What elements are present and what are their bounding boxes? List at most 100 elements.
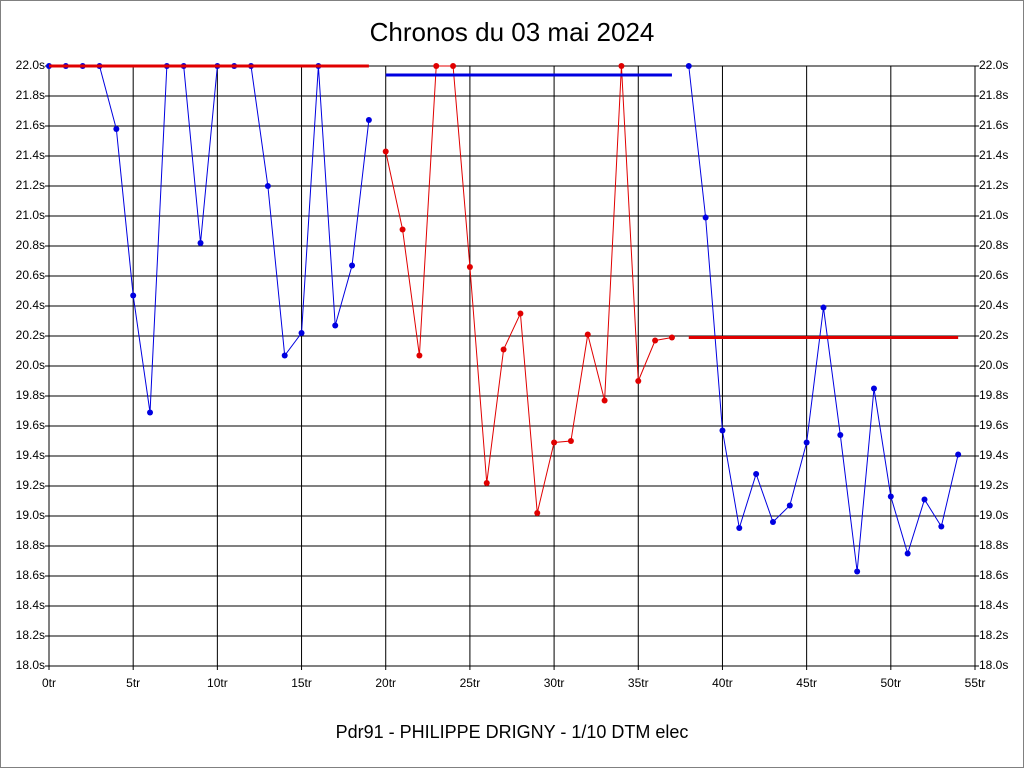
x-tick-label: 55tr (965, 676, 986, 690)
data-point (500, 346, 507, 353)
y-tick-label: 18.8s (16, 538, 45, 552)
y-tick-label: 19.0s (16, 508, 45, 522)
y-tick-label: 21.2s (16, 178, 45, 192)
data-point (938, 523, 945, 530)
data-point (668, 334, 675, 341)
data-point (264, 183, 271, 189)
y2-tick-label: 20.8s (979, 238, 1008, 252)
data-point (803, 439, 810, 446)
y2-tick-label: 21.4s (979, 148, 1008, 162)
data-point (382, 148, 389, 155)
data-point (601, 397, 608, 404)
data-point (820, 304, 827, 311)
y2-tick-label: 18.4s (979, 598, 1008, 612)
y2-tick-label: 18.0s (979, 658, 1008, 672)
data-point (584, 331, 591, 338)
data-point (702, 214, 709, 221)
y2-tick-label: 21.6s (979, 118, 1008, 132)
data-point (349, 262, 356, 269)
data-point (736, 525, 743, 531)
data-point (854, 568, 861, 575)
data-point (416, 352, 423, 359)
data-point (618, 63, 625, 69)
x-tick-label: 30tr (544, 676, 565, 690)
y2-tick-label: 19.4s (979, 448, 1008, 462)
data-line (49, 65, 370, 413)
data-point (551, 439, 558, 446)
data-point (332, 322, 339, 329)
y2-tick-label: 18.8s (979, 538, 1008, 552)
y-tick-label: 20.6s (16, 268, 45, 282)
data-point (921, 496, 928, 503)
y-tick-label: 19.6s (16, 418, 45, 432)
x-tick-label: 15tr (291, 676, 312, 690)
data-point (298, 330, 305, 336)
y2-tick-label: 19.8s (979, 388, 1008, 402)
x-tick-label: 5tr (126, 676, 140, 690)
y2-tick-label: 20.6s (979, 268, 1008, 282)
y-tick-label: 21.8s (16, 88, 45, 102)
y-tick-label: 20.0s (16, 358, 45, 372)
x-tick-label: 20tr (375, 676, 396, 690)
data-point (399, 226, 406, 233)
y2-tick-label: 20.2s (979, 328, 1008, 342)
data-point (567, 438, 574, 444)
y-tick-label: 19.4s (16, 448, 45, 462)
data-point (870, 385, 877, 392)
data-point (130, 292, 137, 299)
y-tick-label: 19.2s (16, 478, 45, 492)
data-point (147, 409, 154, 416)
y2-tick-label: 20.0s (979, 358, 1008, 372)
data-point (955, 451, 962, 458)
y2-tick-label: 19.6s (979, 418, 1008, 432)
y-tick-label: 19.8s (16, 388, 45, 402)
data-point (113, 126, 120, 132)
data-point (685, 63, 692, 69)
data-point (769, 519, 776, 525)
data-point (483, 480, 490, 486)
y-tick-label: 18.0s (16, 658, 45, 672)
y-tick-label: 21.4s (16, 148, 45, 162)
y-tick-label: 22.0s (16, 58, 45, 72)
data-point (433, 63, 440, 69)
data-point (837, 432, 844, 438)
y-tick-label: 20.8s (16, 238, 45, 252)
data-point (786, 502, 793, 509)
data-point (904, 550, 911, 557)
x-tick-label: 25tr (460, 676, 481, 690)
y-tick-label: 21.6s (16, 118, 45, 132)
y2-tick-label: 19.0s (979, 508, 1008, 522)
y2-tick-label: 18.2s (979, 628, 1008, 642)
y2-tick-label: 21.0s (979, 208, 1008, 222)
x-tick-label: 10tr (207, 676, 228, 690)
y-tick-label: 20.4s (16, 298, 45, 312)
y2-tick-label: 21.2s (979, 178, 1008, 192)
data-point (635, 378, 642, 384)
y-tick-label: 20.2s (16, 328, 45, 342)
data-point (753, 471, 760, 477)
plot-border (48, 65, 976, 667)
y-tick-label: 18.4s (16, 598, 45, 612)
x-tick-label: 0tr (42, 676, 56, 690)
data-point (652, 337, 659, 344)
x-tick-label: 50tr (880, 676, 901, 690)
y-tick-label: 18.6s (16, 568, 45, 582)
x-tick-label: 35tr (628, 676, 649, 690)
data-point (281, 352, 288, 359)
y2-tick-label: 19.2s (979, 478, 1008, 492)
x-axis-label: Pdr91 - PHILIPPE DRIGNY - 1/10 DTM elec (336, 722, 689, 742)
chart-title: Chronos du 03 mai 2024 (370, 17, 655, 47)
data-point (719, 427, 726, 434)
data-point (466, 264, 473, 270)
y2-tick-label: 18.6s (979, 568, 1008, 582)
data-point (450, 63, 457, 69)
data-point (197, 240, 204, 246)
data-point (517, 310, 524, 317)
y2-tick-label: 20.4s (979, 298, 1008, 312)
y-tick-label: 18.2s (16, 628, 45, 642)
data-line (385, 65, 673, 514)
data-point (534, 510, 541, 516)
